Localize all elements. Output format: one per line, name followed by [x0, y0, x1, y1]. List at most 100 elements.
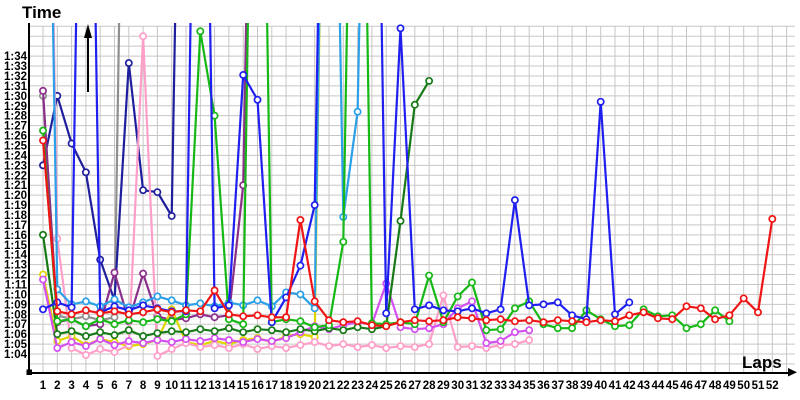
data-point-marker: [553, 324, 562, 333]
data-point-marker: [167, 317, 176, 326]
x-tick-label: 11: [180, 380, 193, 392]
x-tick-label: 6: [111, 380, 117, 392]
origin-square: [26, 369, 32, 375]
data-point-marker: [425, 271, 434, 280]
y-tick-label: 1:19: [4, 200, 27, 212]
data-point-marker: [81, 351, 90, 359]
data-point-marker: [653, 314, 662, 323]
data-point-marker: [196, 299, 205, 308]
data-point-marker: [96, 345, 105, 353]
y-tick-label: 1:30: [4, 91, 27, 103]
data-point-marker: [553, 298, 562, 307]
data-point-marker: [611, 317, 619, 326]
x-tick-label: 19: [294, 380, 307, 392]
data-point-marker: [510, 340, 519, 349]
data-point-marker: [468, 278, 476, 287]
data-point-marker: [296, 261, 305, 270]
y-tick-label: 1:07: [4, 319, 27, 331]
x-tick-label: 29: [437, 380, 450, 392]
x-tick-label: 21: [323, 380, 336, 392]
data-point-marker: [253, 335, 262, 344]
data-point-marker: [367, 341, 376, 350]
x-tick-label: 22: [337, 380, 350, 392]
data-point-marker: [267, 337, 276, 346]
y-tick-label: 1:27: [4, 121, 27, 133]
data-point-marker: [353, 317, 362, 326]
y-tick-label: 1:31: [4, 81, 28, 93]
data-point-marker: [568, 324, 577, 333]
data-point-marker: [425, 301, 434, 310]
x-tick-label: 47: [694, 380, 707, 392]
data-point-marker: [367, 321, 376, 330]
data-point-marker: [96, 335, 105, 344]
data-point-marker: [410, 316, 419, 325]
x-tick-label: 24: [366, 380, 379, 392]
y-tick-label: 1:26: [4, 131, 27, 143]
y-tick-label: 1:11: [5, 279, 28, 291]
data-point-marker: [139, 332, 148, 341]
x-tick-label: 23: [351, 380, 364, 392]
data-point-marker: [39, 305, 47, 314]
data-point-marker: [210, 341, 219, 350]
y-tick-label: 1:10: [4, 289, 27, 301]
data-point-marker: [182, 335, 190, 344]
data-point-marker: [110, 268, 119, 277]
data-point-marker: [482, 339, 491, 348]
data-point-marker: [339, 340, 348, 349]
data-point-marker: [325, 316, 333, 325]
data-point-marker: [267, 326, 276, 335]
data-point-marker: [396, 24, 405, 33]
x-tick-label: 1: [40, 380, 47, 392]
data-point-marker: [739, 294, 748, 303]
y-tick-label: 1:28: [4, 111, 28, 123]
series-navy-driver: [39, 23, 177, 305]
data-point-marker: [310, 338, 319, 347]
data-point-marker: [310, 297, 319, 306]
data-point-marker: [525, 336, 534, 345]
data-point-marker: [282, 328, 291, 337]
data-point-marker: [139, 301, 148, 310]
y-tick-label: 1:24: [4, 150, 28, 162]
data-point-marker: [81, 306, 90, 315]
data-point-marker: [525, 301, 534, 310]
y-tick-labels: 1:041:051:061:071:081:091:101:111:121:13…: [4, 51, 28, 361]
data-point-marker: [210, 313, 219, 322]
x-tick-label: 45: [666, 380, 679, 392]
data-point-marker: [139, 269, 148, 278]
x-tick-label: 36: [537, 380, 550, 392]
data-point-marker: [768, 215, 777, 223]
data-point-marker: [553, 316, 562, 325]
x-tick-label: 17: [265, 380, 278, 392]
data-point-marker: [282, 313, 291, 322]
data-point-marker: [67, 303, 76, 312]
data-point-marker: [167, 212, 176, 220]
data-point-marker: [67, 310, 76, 319]
x-tick-label: 39: [580, 380, 593, 392]
data-point-marker: [453, 292, 462, 301]
data-point-marker: [139, 308, 148, 317]
x-tick-label: 2: [54, 380, 60, 392]
x-tick-label: 20: [308, 380, 321, 392]
data-point-marker: [53, 317, 62, 326]
data-point-marker: [282, 344, 291, 352]
data-point-marker: [296, 290, 305, 299]
data-point-marker: [525, 326, 534, 335]
x-tick-label: 42: [623, 380, 636, 392]
x-tick-label: 12: [194, 380, 207, 392]
data-point-marker: [425, 76, 434, 85]
x-tick-labels: 1 2 3 4 5 6 7 8 9 10 11 12 13 14 15 16 17 18 19 20 21 22 23 24 2…: [40, 380, 779, 392]
y-tick-label: 1:16: [4, 230, 27, 242]
data-point-marker: [582, 318, 591, 327]
data-point-marker: [510, 317, 519, 326]
y-tick-label: 1:23: [4, 160, 27, 172]
data-point-marker: [196, 27, 205, 36]
data-point-marker: [310, 304, 319, 313]
data-point-marker: [96, 328, 105, 337]
data-point-marker: [439, 306, 448, 315]
series-area: [39, 23, 777, 360]
data-point-marker: [182, 328, 190, 337]
x-tick-label: 50: [737, 380, 750, 392]
data-point-marker: [310, 323, 319, 332]
data-point-marker: [396, 216, 405, 225]
series-line-blue-driver: [41, 23, 631, 324]
